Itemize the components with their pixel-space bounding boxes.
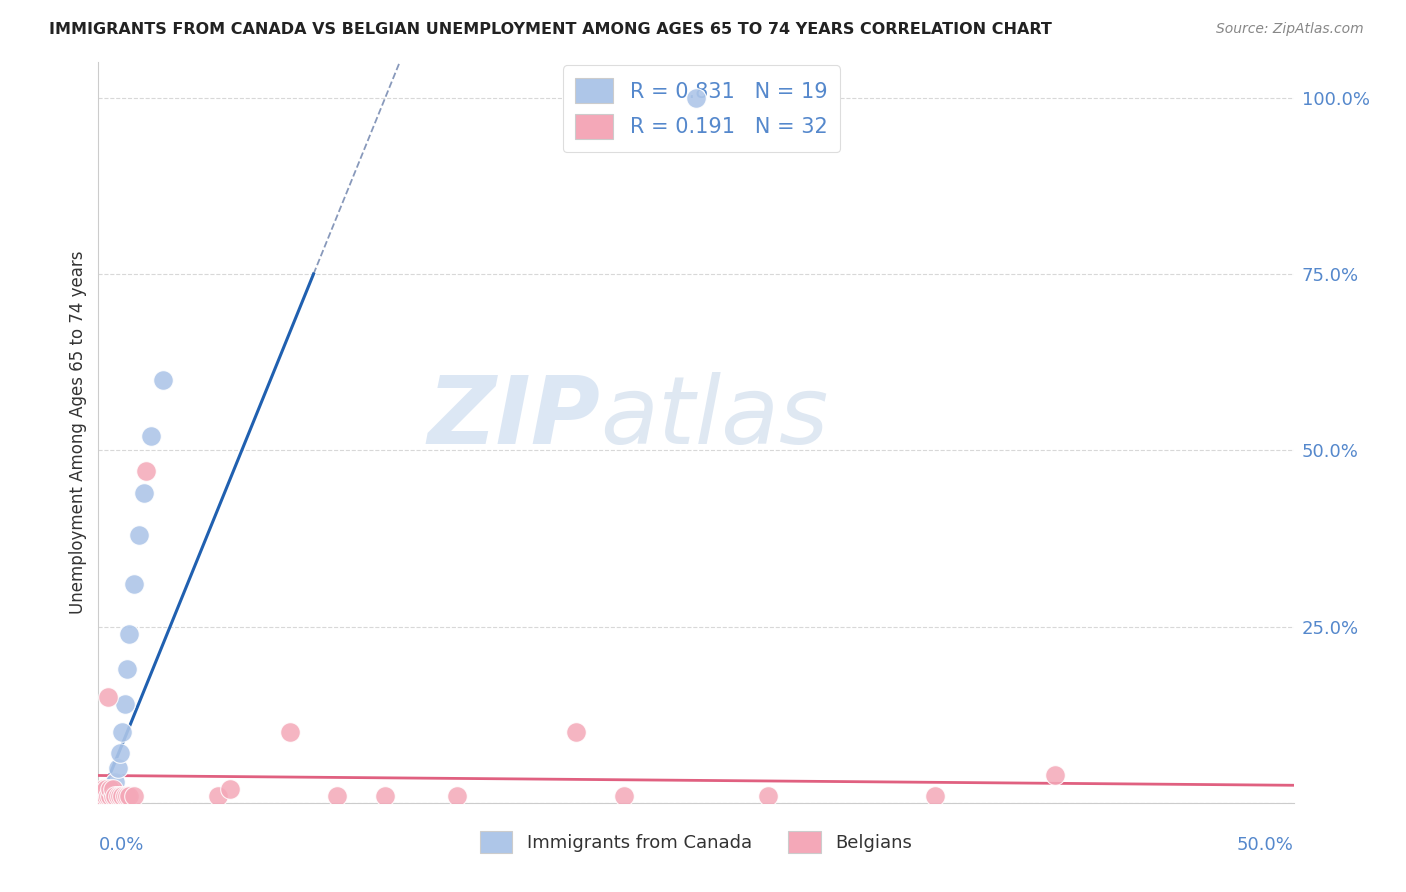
Point	[97, 789, 120, 803]
Point	[98, 789, 122, 803]
Point	[107, 760, 129, 774]
Point	[114, 789, 136, 803]
Y-axis label: Unemployment Among Ages 65 to 74 years: Unemployment Among Ages 65 to 74 years	[69, 251, 87, 615]
Point	[107, 789, 129, 803]
Point	[94, 781, 117, 796]
Point	[1043, 767, 1066, 781]
Point	[118, 626, 141, 640]
Point	[128, 528, 150, 542]
Point	[132, 485, 155, 500]
Point	[446, 789, 468, 803]
Legend: Immigrants from Canada, Belgians: Immigrants from Canada, Belgians	[472, 824, 920, 861]
Point	[108, 747, 131, 761]
Point	[87, 789, 110, 803]
Point	[90, 789, 112, 803]
Point	[207, 789, 229, 803]
Text: Source: ZipAtlas.com: Source: ZipAtlas.com	[1216, 22, 1364, 37]
Point	[135, 464, 157, 478]
Point	[98, 781, 122, 796]
Text: atlas: atlas	[600, 372, 828, 463]
Point	[756, 789, 779, 803]
Point	[613, 789, 636, 803]
Text: 50.0%: 50.0%	[1237, 836, 1294, 855]
Point	[685, 91, 707, 105]
Point	[924, 789, 946, 803]
Point	[152, 373, 174, 387]
Point	[101, 781, 124, 796]
Point	[101, 789, 124, 803]
Point	[101, 781, 124, 796]
Point	[98, 781, 122, 796]
Point	[91, 789, 114, 803]
Point	[91, 781, 114, 796]
Point	[124, 789, 146, 803]
Text: ZIP: ZIP	[427, 372, 600, 464]
Point	[97, 789, 120, 803]
Point	[114, 697, 136, 711]
Point	[278, 725, 301, 739]
Point	[111, 725, 134, 739]
Text: IMMIGRANTS FROM CANADA VS BELGIAN UNEMPLOYMENT AMONG AGES 65 TO 74 YEARS CORRELA: IMMIGRANTS FROM CANADA VS BELGIAN UNEMPL…	[49, 22, 1052, 37]
Point	[115, 662, 138, 676]
Point	[91, 789, 114, 803]
Point	[90, 789, 112, 803]
Point	[104, 774, 127, 789]
Point	[565, 725, 588, 739]
Point	[124, 577, 146, 591]
Text: 0.0%: 0.0%	[98, 836, 143, 855]
Point	[108, 789, 131, 803]
Point	[139, 429, 162, 443]
Point	[374, 789, 396, 803]
Point	[97, 690, 120, 704]
Point	[118, 789, 141, 803]
Point	[326, 789, 349, 803]
Point	[94, 789, 117, 803]
Point	[104, 789, 127, 803]
Point	[94, 789, 117, 803]
Point	[111, 789, 134, 803]
Point	[115, 789, 138, 803]
Point	[219, 781, 242, 796]
